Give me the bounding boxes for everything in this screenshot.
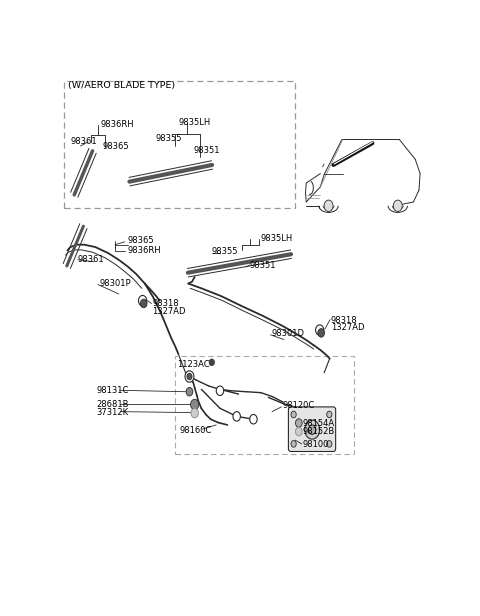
Circle shape <box>185 371 194 382</box>
Circle shape <box>291 440 296 447</box>
Circle shape <box>186 387 193 396</box>
Circle shape <box>296 428 302 436</box>
Circle shape <box>139 296 147 306</box>
Text: 9835LH: 9835LH <box>178 118 211 128</box>
Circle shape <box>327 440 332 447</box>
Text: 98318: 98318 <box>152 299 179 309</box>
Text: 28681B: 28681B <box>96 400 129 409</box>
Text: 98351: 98351 <box>250 261 276 270</box>
Circle shape <box>315 325 324 335</box>
Circle shape <box>187 373 192 380</box>
Text: 98318: 98318 <box>331 315 358 325</box>
Circle shape <box>318 328 324 337</box>
Text: 98154A: 98154A <box>302 419 335 428</box>
Text: 98131C: 98131C <box>96 386 129 395</box>
Text: 37312K: 37312K <box>96 408 129 417</box>
Text: 98351: 98351 <box>194 146 220 155</box>
Text: 1123AC: 1123AC <box>177 360 210 369</box>
Text: 98365: 98365 <box>128 237 155 245</box>
Circle shape <box>309 425 316 434</box>
FancyBboxPatch shape <box>175 355 354 455</box>
Text: 98355: 98355 <box>212 247 238 256</box>
Circle shape <box>140 299 147 308</box>
Text: 98361: 98361 <box>71 137 97 146</box>
Text: (W/AERO BLADE TYPE): (W/AERO BLADE TYPE) <box>68 81 175 91</box>
Circle shape <box>250 415 257 424</box>
Text: 9836RH: 9836RH <box>100 120 134 129</box>
Text: 1327AD: 1327AD <box>331 323 364 331</box>
Text: 98120C: 98120C <box>282 401 315 410</box>
Circle shape <box>324 200 333 211</box>
Text: 98160C: 98160C <box>180 426 212 435</box>
Text: 1327AD: 1327AD <box>152 307 186 315</box>
Circle shape <box>291 411 296 418</box>
Text: 9835LH: 9835LH <box>260 234 292 243</box>
Circle shape <box>327 411 332 418</box>
Circle shape <box>393 200 402 211</box>
Circle shape <box>296 419 302 428</box>
Text: 9836RH: 9836RH <box>128 246 161 255</box>
Text: 98355: 98355 <box>156 134 182 144</box>
Text: 98100: 98100 <box>302 440 329 449</box>
Text: 98152B: 98152B <box>302 427 335 436</box>
Circle shape <box>191 399 199 410</box>
Text: 98365: 98365 <box>103 142 130 150</box>
Circle shape <box>191 408 198 418</box>
Circle shape <box>305 420 320 439</box>
Circle shape <box>209 359 215 366</box>
Circle shape <box>233 411 240 421</box>
Text: 98301P: 98301P <box>99 279 131 288</box>
Text: 98301D: 98301D <box>271 329 304 338</box>
Text: 98361: 98361 <box>78 255 105 264</box>
FancyBboxPatch shape <box>288 407 336 452</box>
Circle shape <box>216 386 224 395</box>
FancyBboxPatch shape <box>64 81 295 208</box>
